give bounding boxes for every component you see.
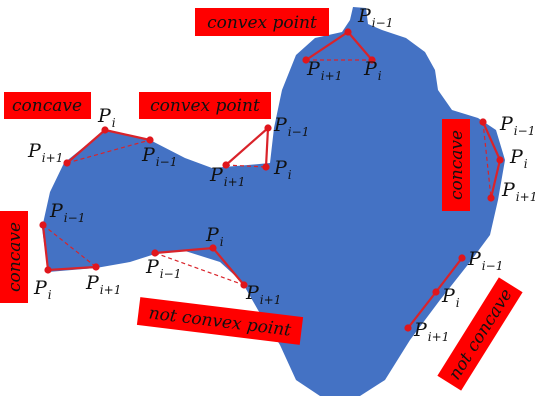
pt-not-concave-cur (432, 288, 440, 296)
tag-concave-right: concave (442, 119, 470, 211)
pt-concave-ll-cur (44, 266, 52, 274)
tag-convex-point-mid: convex point (139, 92, 271, 119)
pt-concave-r-next (487, 194, 495, 202)
seg-convex-mid (225, 125, 270, 168)
tag-convex-point-top: convex point (195, 8, 329, 36)
label-concave-r-cur: Pi (509, 146, 528, 171)
pt-not-convex-prev (151, 249, 159, 257)
chord-concave-r (482, 121, 492, 199)
pt-convex-top-prev (302, 56, 310, 64)
pt-concave-ul-cur (101, 126, 109, 134)
label-concave-ll-prev: Pi−1 (49, 200, 85, 225)
pt-convex-mid-prev (264, 124, 272, 132)
label-not-concave-next: Pi+1 (413, 319, 449, 344)
label-convex-top-next: Pi+1 (306, 58, 342, 83)
pt-not-convex-next (240, 281, 248, 289)
label-concave-ul-next: Pi+1 (27, 140, 63, 165)
tag-concave-upper-left: concave (4, 92, 91, 119)
label-concave-ll-next: Pi+1 (85, 272, 121, 297)
pt-concave-ll-next (92, 263, 100, 271)
pt-not-convex-cur (209, 244, 217, 252)
pt-concave-r-cur (496, 156, 504, 164)
label-concave-ul-prev: Pi−1 (141, 144, 177, 169)
label-convex-mid-prev: Pi−1 (273, 114, 309, 139)
pt-convex-mid-next (222, 161, 230, 169)
blue-shape (42, 7, 505, 396)
pt-convex-top-cur (344, 28, 352, 36)
pt-not-concave-next (404, 324, 412, 332)
pt-convex-mid-cur (262, 163, 270, 171)
label-not-convex-next: Pi+1 (245, 282, 281, 307)
pt-concave-ul-next (63, 159, 71, 167)
chord-concave-ul (66, 139, 151, 164)
pt-concave-ul-prev (146, 136, 154, 144)
label-convex-mid-cur: Pi (273, 157, 292, 182)
label-concave-r-next: Pi+1 (501, 179, 537, 204)
label-concave-ul-cur: Pi (97, 105, 116, 130)
pt-not-concave-prev (458, 254, 466, 262)
tag-convex-point-mid-text: convex point (150, 96, 260, 116)
tag-concave-right-text: concave (447, 130, 467, 200)
label-concave-r-prev: Pi−1 (499, 113, 535, 138)
pt-concave-r-prev (479, 118, 487, 126)
label-not-concave-prev: Pi−1 (467, 248, 503, 273)
label-not-convex-cur: Pi (205, 224, 224, 249)
chord-not-convex (154, 252, 245, 286)
pt-concave-ll-prev (39, 221, 47, 229)
label-convex-mid-next: Pi+1 (209, 164, 245, 189)
tag-concave-lower-left-text: concave (5, 222, 25, 292)
point-labels: Pi−1 Pi+1 Pi Pi Pi+1 Pi−1 Pi−1 Pi+1 Pi Pi−1 Pi Pi+1… (27, 5, 537, 344)
vertex-points (39, 28, 504, 332)
chord-concave-ll (42, 224, 97, 268)
tag-concave-upper-left-text: concave (12, 96, 82, 116)
tag-convex-point-top-text: convex point (207, 13, 317, 33)
label-convex-top-cur: Pi (363, 58, 382, 83)
tag-concave-lower-left: concave (0, 211, 28, 303)
label-convex-top-prev: Pi−1 (357, 5, 393, 30)
label-not-convex-prev: Pi−1 (145, 256, 181, 281)
label-concave-ll-cur: Pi (33, 277, 52, 302)
pt-convex-top-next (368, 56, 376, 64)
label-not-concave-cur: Pi (441, 285, 460, 310)
